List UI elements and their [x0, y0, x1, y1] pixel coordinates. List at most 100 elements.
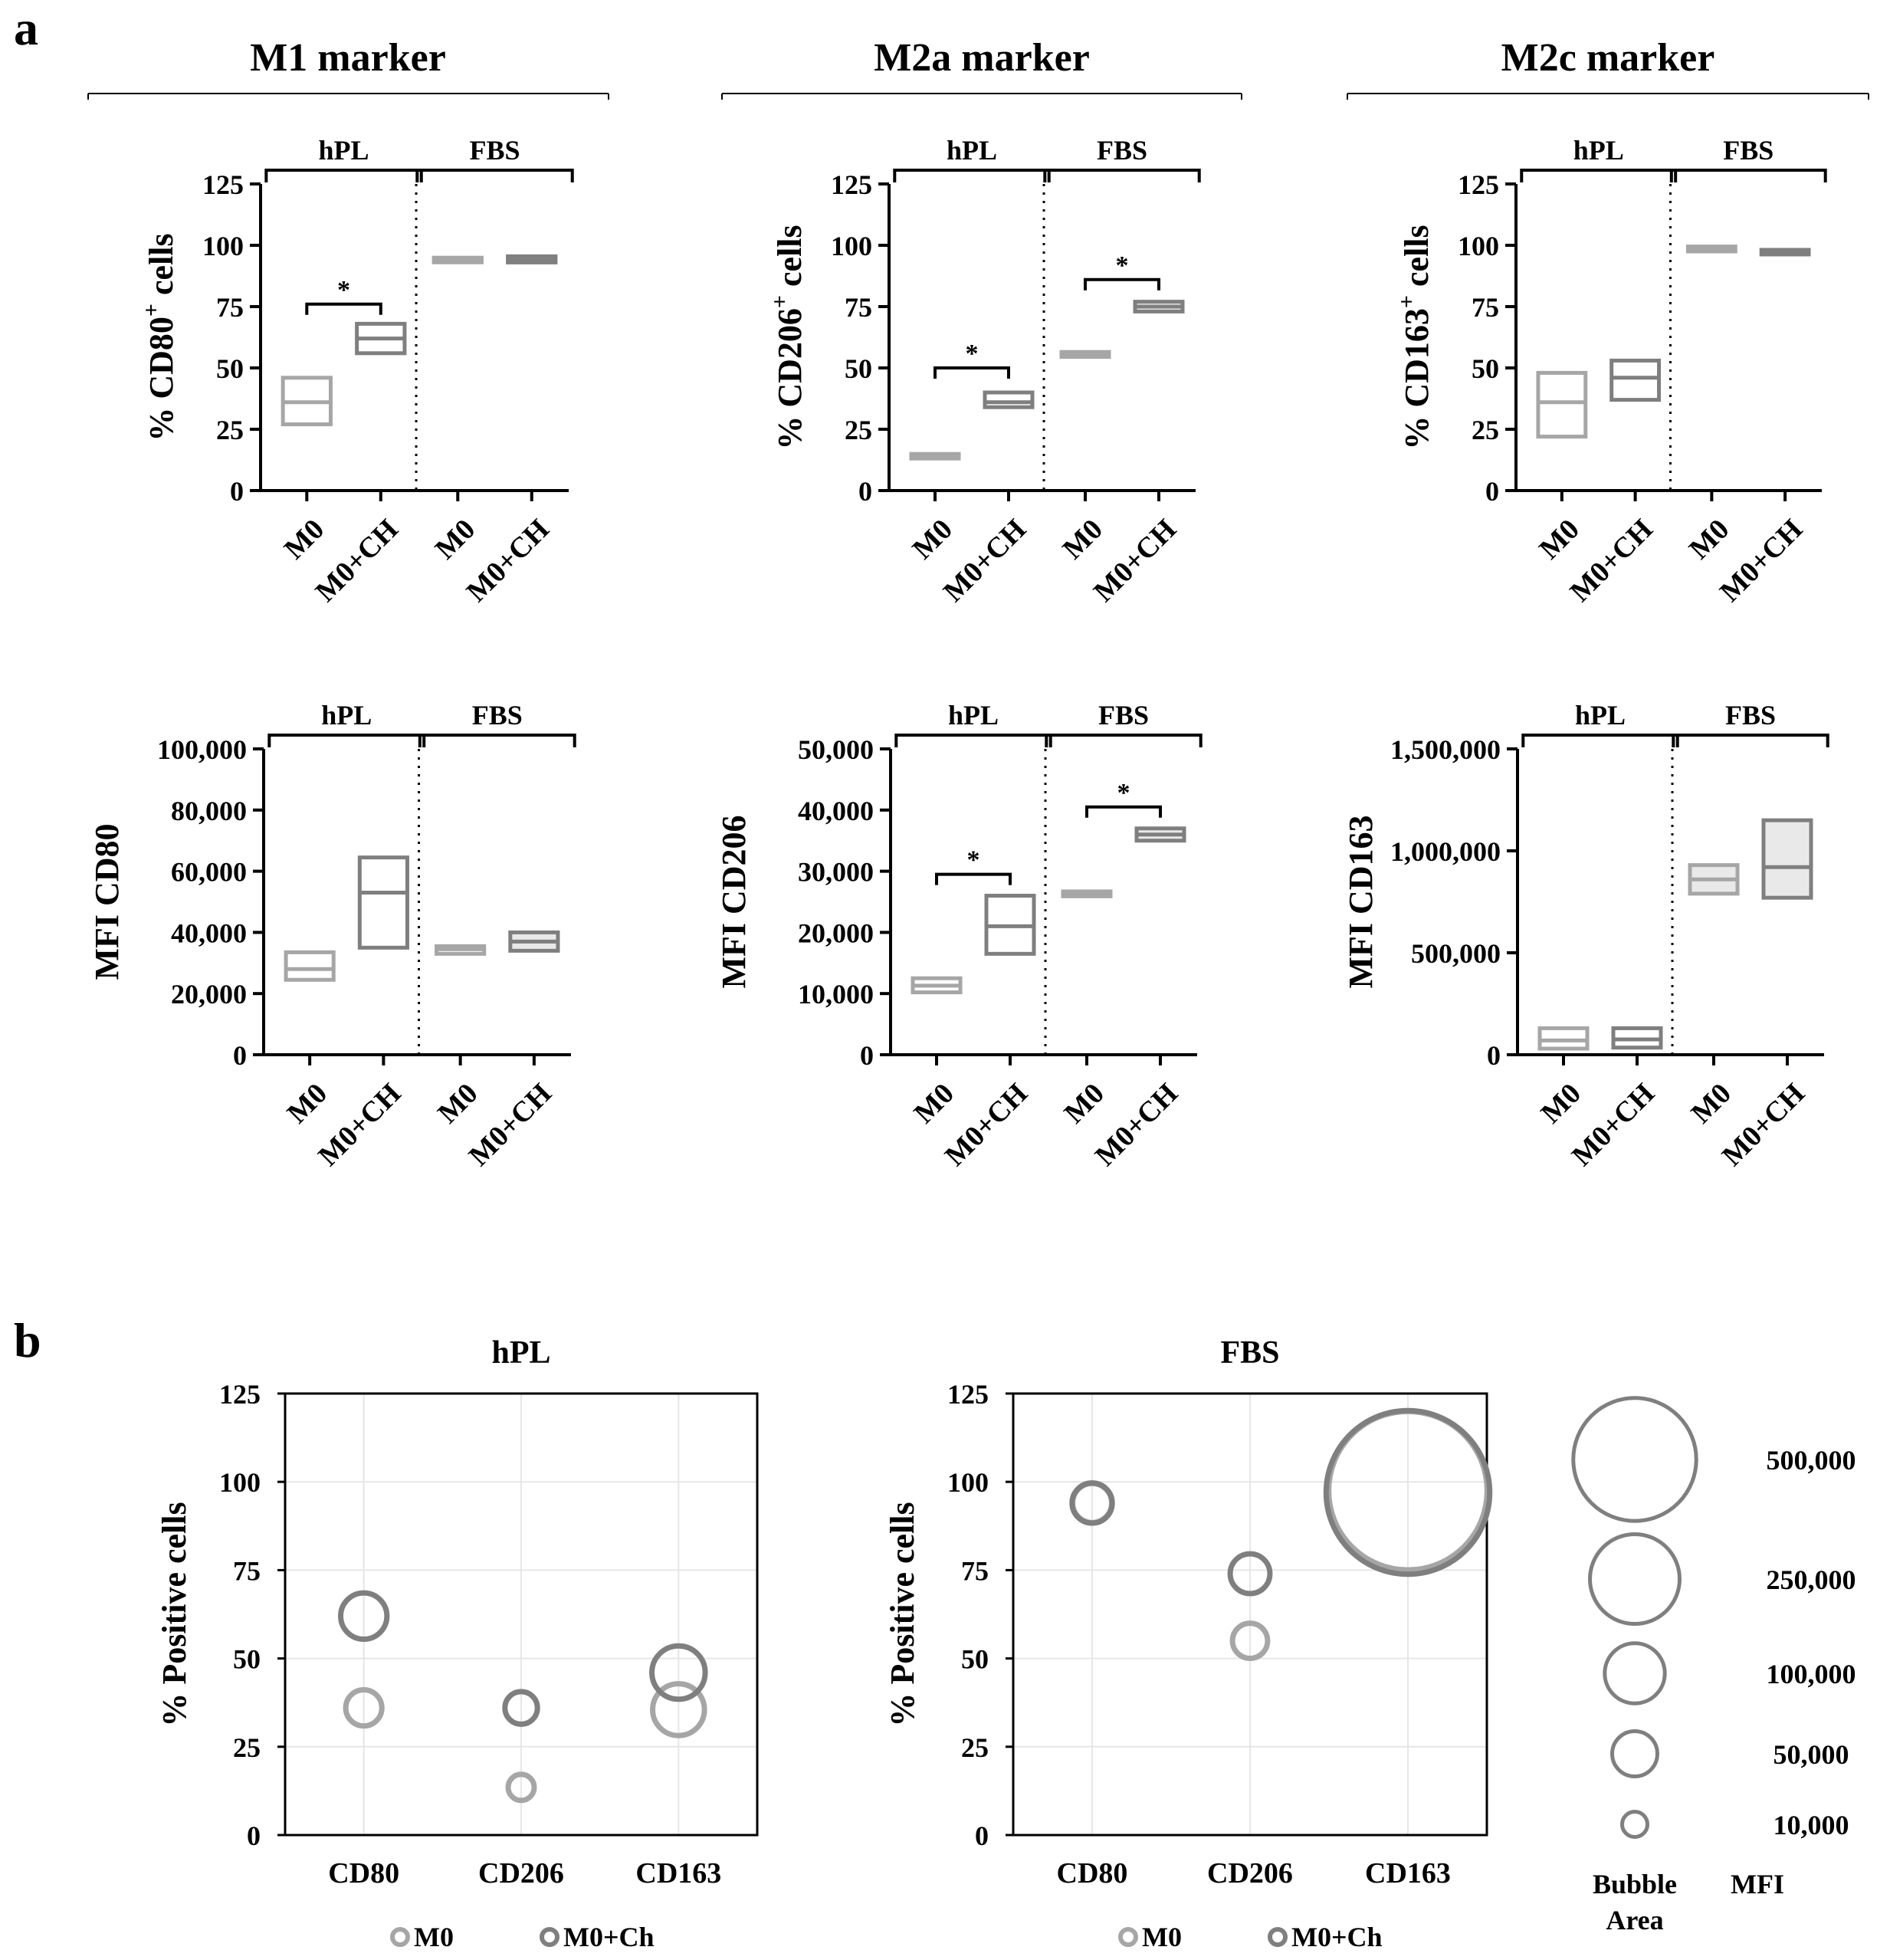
- x-category-label: M0: [281, 1077, 334, 1130]
- condition-bracket: [1520, 169, 1678, 182]
- legend-marker-m0ch: [540, 1927, 559, 1947]
- condition-bracket: [1669, 169, 1827, 182]
- group-title-m2a: M2a marker: [874, 36, 1090, 80]
- legend-marker-m0: [390, 1927, 410, 1947]
- bubble-m0-ch-cd80: [337, 1590, 390, 1642]
- y-tick-label: 1,500,000: [1390, 734, 1501, 765]
- legend-bubble-area-label: Bubble: [1593, 1869, 1677, 1899]
- x-category-label: M0: [1533, 513, 1586, 566]
- x-category-label: M0+CH: [1089, 1077, 1184, 1172]
- condition-bracket: [415, 169, 574, 182]
- condition-bracket: [1521, 734, 1679, 747]
- legend-bubble-value: 100,000: [1767, 1659, 1856, 1689]
- legend-marker-m0: [1118, 1927, 1138, 1947]
- bubble-m0-cd206: [1229, 1620, 1271, 1661]
- y-tick-label: 40,000: [798, 796, 874, 826]
- y-tick-label: 75: [1472, 292, 1499, 323]
- y-tick-label: 50: [1472, 353, 1499, 384]
- bubble-m0-ch-cd163: [1323, 1407, 1493, 1578]
- y-tick-label: 1,000,000: [1390, 836, 1501, 867]
- x-category-label: M0+CH: [1564, 513, 1659, 608]
- x-category-label: M0: [429, 513, 482, 566]
- y-tick-label: 25: [845, 415, 872, 445]
- legend-bubble-value: 250,000: [1767, 1564, 1856, 1595]
- condition-bracket: [418, 734, 576, 747]
- condition-label-hpl: hPL: [319, 135, 369, 166]
- bubble-chart-title: hPL: [491, 1335, 550, 1371]
- condition-label-hpl: hPL: [948, 700, 999, 730]
- x-category-label: M0: [908, 1077, 961, 1130]
- y-tick-label: 30,000: [798, 857, 874, 888]
- condition-bracket: [267, 734, 426, 747]
- x-category-label: M0: [1057, 513, 1110, 566]
- x-category-label: M0+CH: [1716, 1077, 1811, 1172]
- x-category-label: M0+CH: [939, 1077, 1034, 1172]
- x-category-label: M0+CH: [1088, 513, 1183, 608]
- legend-bubble-value: 10,000: [1774, 1810, 1849, 1840]
- bubble-m0-cd163: [650, 1681, 707, 1738]
- bubble-m0-ch-cd206: [1227, 1551, 1273, 1597]
- plot-frame: [1012, 1392, 1488, 1837]
- y-tick-label: 50: [216, 353, 244, 384]
- legend-bubble-value: 500,000: [1767, 1445, 1856, 1476]
- bubble-chart-fbs: 0 25 50 75 100 125 % Positive cells FBS CD80 CD20…: [884, 1335, 1493, 1952]
- box-chart-cd80-mfi: 0 20,000 40,000 60,000 80,000 100,000 MFI CD80…: [88, 700, 576, 1172]
- plot-frame: [284, 1392, 759, 1837]
- x-category-label: CD163: [635, 1857, 721, 1889]
- legend-label-m0ch: M0+Ch: [1291, 1922, 1383, 1952]
- group-title-m1: M1 marker: [250, 36, 446, 80]
- condition-label-hpl: hPL: [1575, 700, 1626, 730]
- x-category-label: M0+CH: [1714, 513, 1809, 608]
- y-tick-label: 25: [233, 1732, 261, 1763]
- box-hpl-m0: [284, 950, 336, 982]
- y-tick-label: 0: [860, 1040, 874, 1071]
- y-tick-label: 20,000: [798, 918, 874, 948]
- significance-star: *: [1117, 779, 1130, 807]
- x-category-label: M0+CH: [1566, 1077, 1661, 1172]
- y-tick-label: 125: [1458, 169, 1499, 200]
- y-tick-label: 0: [1487, 1040, 1501, 1071]
- condition-bracket: [893, 169, 1051, 182]
- significance-bracket: [934, 366, 1010, 379]
- legend-bubble-value: 50,000: [1774, 1739, 1849, 1770]
- y-tick-label: 100: [1458, 231, 1499, 261]
- y-tick-label: 0: [247, 1820, 261, 1851]
- x-category-label: M0+CH: [937, 513, 1032, 608]
- bubble-m0-cd206: [505, 1771, 537, 1804]
- y-tick-label: 60,000: [171, 857, 247, 888]
- significance-bracket: [1085, 805, 1162, 818]
- significance-bracket: [1084, 277, 1160, 291]
- bubble-m0-cd80: [343, 1687, 385, 1729]
- x-category-label: CD206: [1207, 1857, 1293, 1889]
- x-category-label: M0: [431, 1077, 484, 1130]
- legend-bubble: [1610, 1729, 1659, 1778]
- significance-bracket: [935, 872, 1012, 885]
- significance-star: *: [337, 276, 350, 304]
- condition-bracket: [1672, 734, 1829, 747]
- legend-label-m0: M0: [1142, 1922, 1182, 1952]
- x-category-label: M0+CH: [312, 1077, 407, 1172]
- group-header-m1: M1 marker: [87, 36, 609, 100]
- x-category-label: CD206: [478, 1857, 564, 1889]
- group-header-m2c: M2c marker: [1347, 36, 1869, 100]
- bubble-size-legend: 500,000 250,000 100,000 50,000 10,000 Bubble A…: [1571, 1396, 1856, 1935]
- legend-marker-m0ch: [1268, 1927, 1288, 1947]
- group-title-m2c: M2c marker: [1501, 36, 1715, 80]
- significance-star: *: [966, 340, 979, 368]
- condition-bracket: [1045, 734, 1203, 747]
- y-tick-label: 0: [233, 1040, 247, 1071]
- y-tick-label: 100: [947, 1467, 989, 1498]
- significance-bracket: [305, 302, 382, 315]
- y-tick-label: 10,000: [798, 979, 874, 1010]
- legend-bubble: [1571, 1396, 1698, 1523]
- x-category-label: CD80: [1057, 1857, 1128, 1889]
- condition-label-hpl: hPL: [1573, 135, 1624, 166]
- y-tick-label: 0: [230, 476, 244, 507]
- group-header-m2a: M2a marker: [721, 36, 1242, 100]
- x-category-label: M0: [1683, 513, 1736, 566]
- y-axis-label: % Positive cells: [156, 1502, 193, 1726]
- y-tick-label: 500,000: [1411, 938, 1501, 969]
